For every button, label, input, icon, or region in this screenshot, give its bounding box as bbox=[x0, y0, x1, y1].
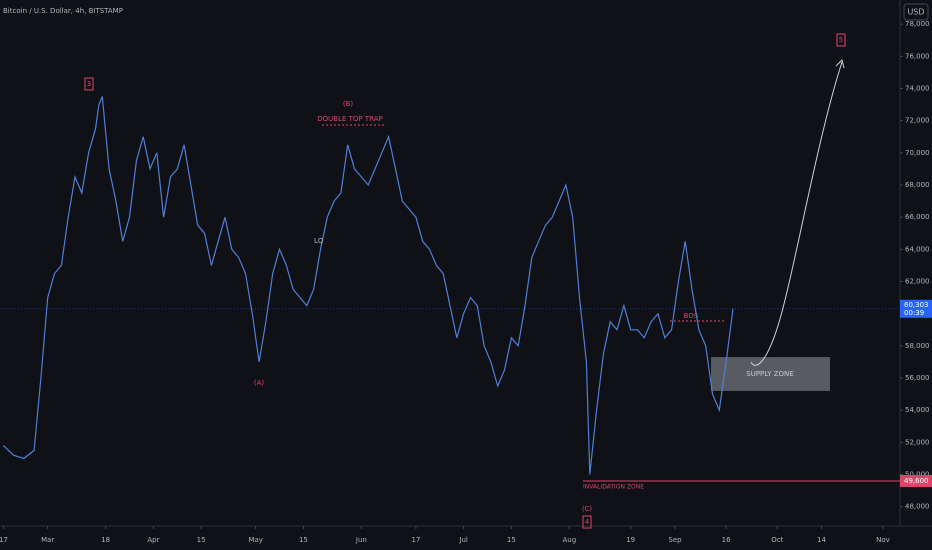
y-tick-label: 66,000 bbox=[905, 213, 930, 221]
supply-zone-label: SUPPLY ZONE bbox=[746, 370, 793, 378]
price-series bbox=[2, 96, 734, 475]
wave-label: (C) bbox=[582, 505, 593, 513]
y-tick-label: 58,000 bbox=[905, 342, 930, 350]
label-box bbox=[84, 77, 94, 91]
chart-title: Bitcoin / U.S. Dollar, 4h, BITSTAMP bbox=[3, 7, 123, 15]
label-box bbox=[836, 33, 846, 47]
x-tick-label: 17 bbox=[411, 536, 420, 544]
y-tick-label: 52,000 bbox=[905, 438, 930, 446]
y-tick-label: 68,000 bbox=[905, 181, 930, 189]
x-tick-label: May bbox=[248, 536, 262, 544]
x-tick-label: Apr bbox=[147, 536, 159, 544]
invalidation-price: 49,600 bbox=[904, 477, 929, 485]
wave-label: (B) bbox=[343, 100, 354, 108]
x-tick-label: Oct bbox=[771, 536, 783, 544]
wave-label: 5 bbox=[839, 36, 843, 44]
annotation: LQ bbox=[314, 237, 324, 245]
x-tick-label: Jun bbox=[355, 536, 367, 544]
x-tick-label: Sep bbox=[668, 536, 682, 544]
price-label: 60,303 bbox=[904, 301, 929, 309]
x-tick-label: 17 bbox=[0, 536, 8, 544]
y-tick-label: 64,000 bbox=[905, 245, 930, 253]
currency-box bbox=[903, 3, 929, 21]
y-tick-label: 48,000 bbox=[905, 503, 930, 511]
arrow-head bbox=[835, 59, 845, 69]
x-tick-label: Jul bbox=[458, 536, 468, 544]
price-tag bbox=[900, 299, 932, 318]
y-tick-label: 56,000 bbox=[905, 374, 930, 382]
x-tick-label: 16 bbox=[722, 536, 731, 544]
y-tick-label: 76,000 bbox=[905, 52, 930, 60]
x-tick-label: 14 bbox=[817, 536, 826, 544]
invalidation-label: INVALIDATION ZONE bbox=[583, 483, 644, 490]
supply-zone bbox=[711, 357, 830, 391]
x-tick-label: 18 bbox=[101, 536, 110, 544]
y-tick-label: 74,000 bbox=[905, 84, 930, 92]
x-tick-label: 15 bbox=[299, 536, 308, 544]
x-tick-label: Mar bbox=[41, 536, 54, 544]
y-tick-label: 72,000 bbox=[905, 117, 930, 125]
annotation: BOS bbox=[684, 312, 699, 320]
x-tick-label: 15 bbox=[507, 536, 516, 544]
y-tick-label: 54,000 bbox=[905, 406, 930, 414]
invalidation-tag bbox=[900, 474, 932, 487]
y-tick-label: 78,000 bbox=[905, 20, 930, 28]
x-tick-label: Aug bbox=[562, 536, 576, 544]
x-tick-label: 15 bbox=[197, 536, 206, 544]
y-tick-label: 70,000 bbox=[905, 149, 930, 157]
y-tick-label: 62,000 bbox=[905, 277, 930, 285]
countdown-label: 00:39 bbox=[904, 309, 924, 317]
wave-label: 3 bbox=[87, 80, 91, 88]
currency[interactable]: USD bbox=[907, 8, 924, 17]
wave-label: 4 bbox=[585, 518, 590, 526]
y-tick-label: 50,000 bbox=[905, 471, 930, 479]
x-tick-label: 19 bbox=[626, 536, 635, 544]
annotation: DOUBLE TOP TRAP bbox=[317, 115, 382, 123]
x-tick-label: Nov bbox=[876, 536, 890, 544]
projection-arrow bbox=[750, 61, 843, 366]
wave-label: (A) bbox=[254, 379, 265, 387]
label-box bbox=[582, 515, 592, 529]
